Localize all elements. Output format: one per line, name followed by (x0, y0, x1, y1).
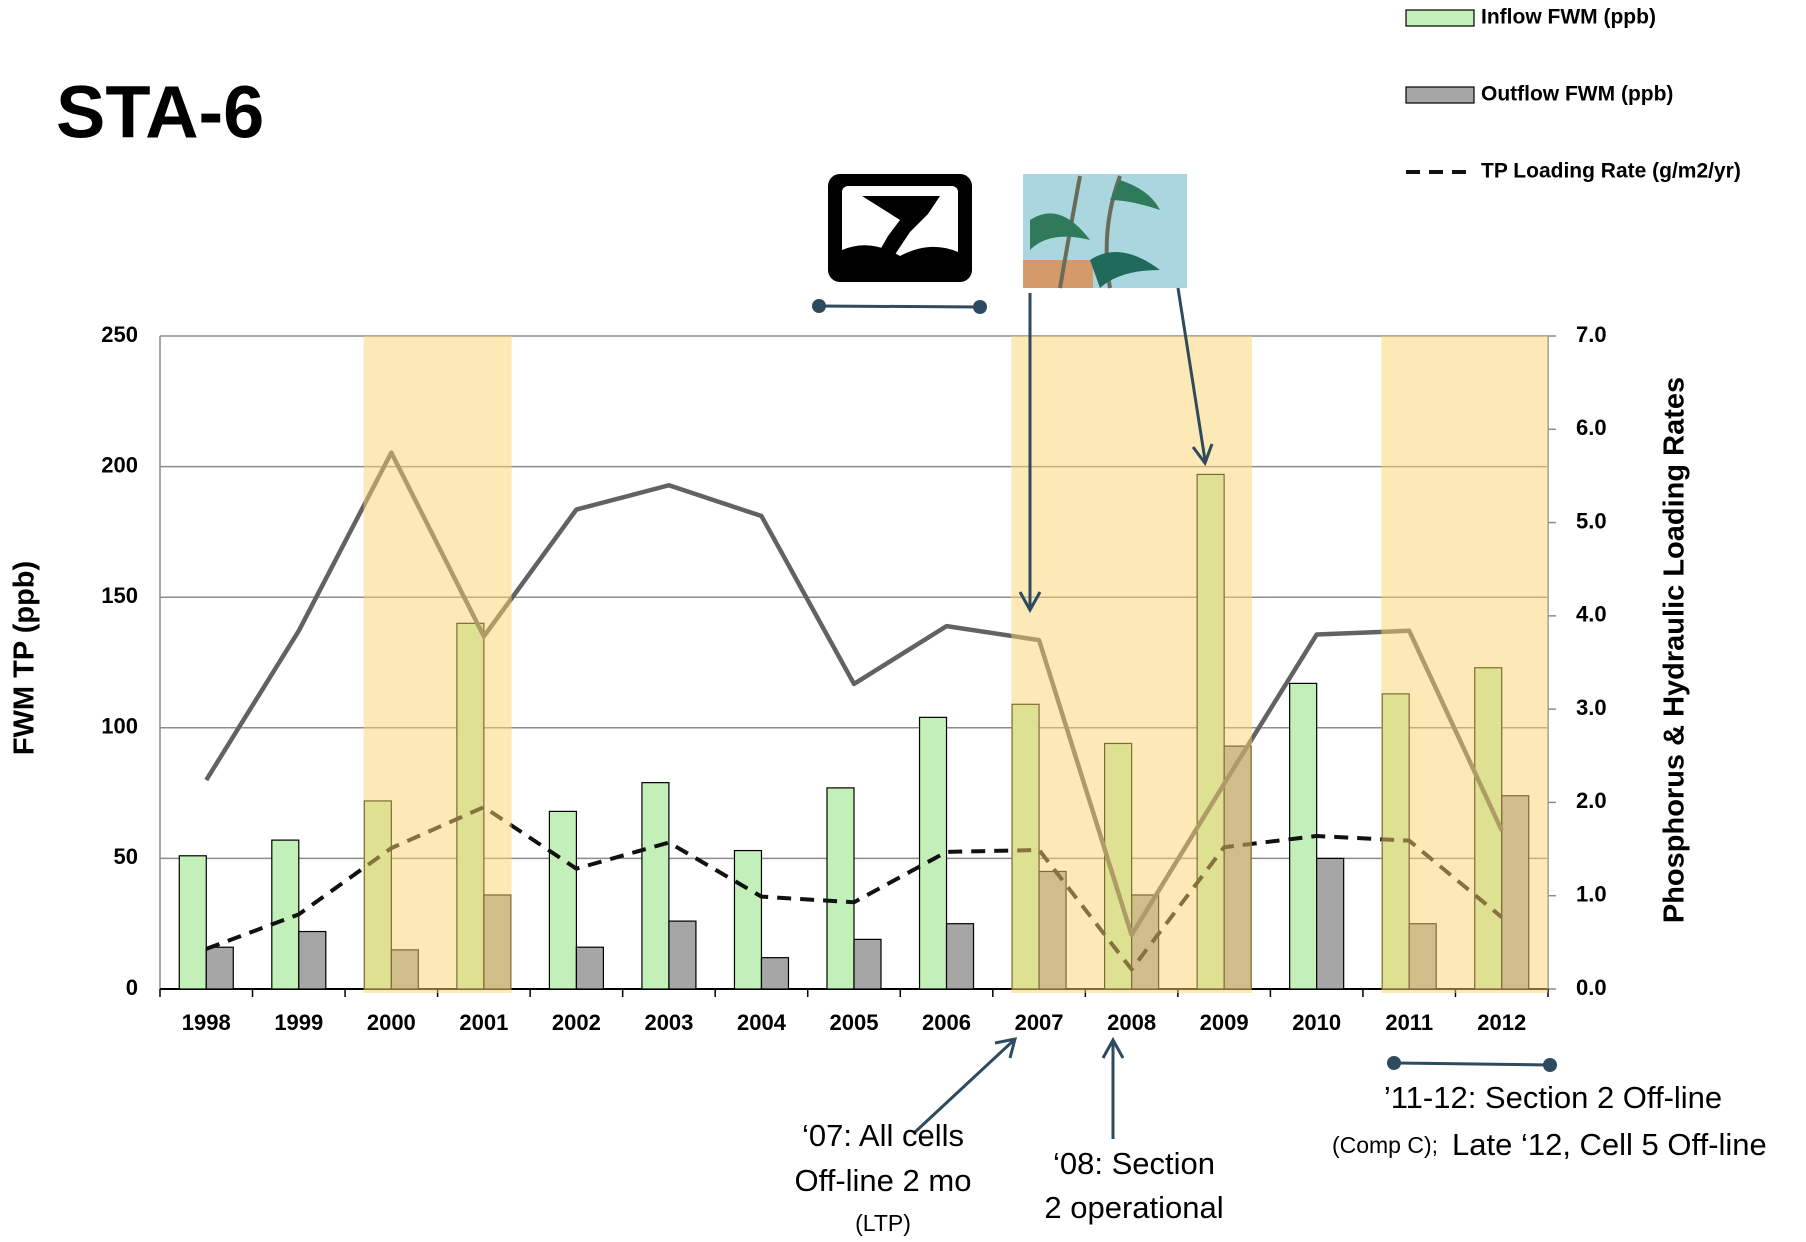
x-tick-label: 2008 (1107, 1010, 1156, 1035)
annotation: ’11-12: Section 2 Off-line (1384, 1080, 1722, 1115)
y-tick-label: 250 (101, 322, 138, 347)
connector-dot (973, 300, 987, 314)
highlight-period (1011, 336, 1252, 993)
highlight-period (363, 336, 512, 993)
bar (641, 782, 670, 990)
legend-label: TP Loading Rate (g/m2/yr) (1481, 160, 1741, 183)
arrow-head (1018, 591, 1042, 614)
arrow (912, 1038, 1016, 1135)
bar (1316, 857, 1345, 990)
annotation: Off-line 2 mo (795, 1163, 972, 1198)
x-tick-label: 2004 (737, 1010, 787, 1035)
y2-tick-label: 0.0 (1576, 975, 1607, 1000)
x-tick-label: 2012 (1477, 1010, 1526, 1035)
line-series (205, 805, 1504, 972)
y-tick-label: 100 (101, 714, 138, 739)
arrow-head (994, 1037, 1018, 1059)
x-tick-label: 2000 (367, 1010, 416, 1035)
y-tick-label: 50 (114, 844, 138, 869)
x-tick-label: 2002 (552, 1010, 601, 1035)
legend-label: Outflow FWM (ppb) (1481, 83, 1673, 106)
x-tick-label: 2011 (1385, 1010, 1433, 1035)
y-tick-label: 0 (126, 975, 138, 1000)
bar (918, 716, 948, 990)
legend-label: Inflow FWM (ppb) (1481, 6, 1656, 29)
bar (205, 946, 234, 990)
arrow-head (1101, 1036, 1125, 1059)
y-axis-label: FWM TP (ppb) (9, 561, 41, 755)
y2-tick-label: 2.0 (1576, 788, 1607, 813)
bar (760, 957, 790, 990)
x-tick-label: 2005 (830, 1010, 879, 1035)
annotation: 2 operational (1044, 1190, 1223, 1225)
y2-tick-label: 7.0 (1576, 322, 1607, 347)
legend-swatch (1405, 9, 1475, 27)
annotation: (LTP) (855, 1210, 911, 1236)
x-tick-label: 2010 (1292, 1010, 1341, 1035)
period-connector (818, 304, 981, 309)
arrow (1176, 287, 1207, 461)
bar (945, 923, 975, 990)
annotation: ‘07: All cells (802, 1118, 964, 1153)
x-tick-label: 1998 (182, 1010, 231, 1035)
plot: 0 50 100 150 200 250 0.0 1.0 2.0 3.0 4.0 5.0 6.0 7.0 1… (101, 322, 1606, 1035)
bar (575, 946, 605, 990)
x-tick-label: 1999 (274, 1010, 323, 1035)
x-tick-label: 2003 (644, 1010, 693, 1035)
bar (548, 810, 578, 990)
y2-tick-label: 1.0 (1576, 882, 1607, 907)
connector-dot (1543, 1058, 1557, 1072)
chart-title: STA-6 (56, 71, 264, 154)
bar (733, 849, 763, 990)
x-tick-label: 2009 (1200, 1010, 1249, 1035)
hurricane-image (1023, 174, 1187, 289)
connector-dot (1387, 1056, 1401, 1070)
y-tick-label: 150 (101, 583, 138, 608)
bar (178, 855, 207, 990)
connector-dot (812, 299, 826, 313)
annotation: Late ‘12, Cell 5 Off-line (1452, 1127, 1767, 1162)
annotation: (Comp C); (1332, 1132, 1438, 1158)
bar (826, 787, 855, 990)
bar (298, 930, 327, 990)
y2-tick-label: 3.0 (1576, 695, 1607, 720)
highlight-period (1381, 336, 1548, 993)
arrows (912, 287, 1551, 1139)
y2-axis-label: Phosphorus & Hydraulic Loading Rates (1659, 377, 1691, 923)
bar (668, 920, 697, 990)
arrow-head (1191, 443, 1214, 467)
x-tick-label: 2001 (459, 1010, 508, 1035)
x-tick-label: 2007 (1015, 1010, 1064, 1035)
y-tick-label: 200 (101, 452, 138, 477)
legend-swatch (1405, 86, 1475, 104)
y2-tick-label: 5.0 (1576, 508, 1607, 533)
y2-tick-label: 6.0 (1576, 415, 1607, 440)
x-tick-label: 2006 (922, 1010, 971, 1035)
period-connector (1393, 1061, 1551, 1067)
annotation: ‘08: Section (1053, 1146, 1215, 1181)
tornado-icon (828, 174, 972, 282)
bar (853, 938, 882, 990)
y2-tick-label: 4.0 (1576, 602, 1607, 627)
